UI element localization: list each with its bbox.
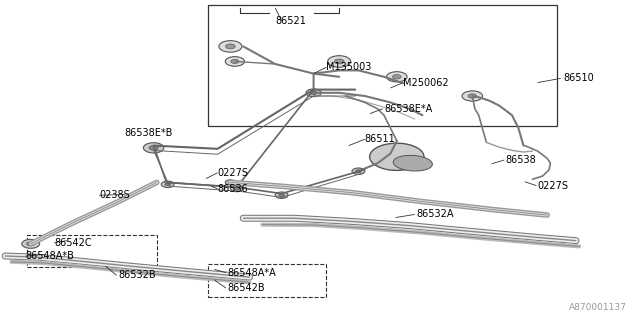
Text: M135003: M135003 [326, 62, 372, 72]
Circle shape [234, 187, 240, 190]
Circle shape [225, 180, 236, 185]
Circle shape [462, 91, 483, 101]
Text: 86532B: 86532B [118, 270, 156, 280]
Circle shape [387, 72, 407, 82]
Text: 86542B: 86542B [227, 283, 265, 293]
Text: 86510: 86510 [563, 73, 594, 84]
Circle shape [275, 192, 288, 198]
Circle shape [149, 146, 158, 150]
Circle shape [225, 44, 236, 49]
Circle shape [225, 57, 244, 66]
Circle shape [328, 56, 351, 67]
Circle shape [165, 183, 170, 186]
Text: 86521: 86521 [275, 16, 306, 26]
Circle shape [310, 91, 317, 94]
Circle shape [219, 41, 242, 52]
Circle shape [306, 89, 321, 97]
Circle shape [356, 170, 362, 172]
Text: 86542C: 86542C [54, 237, 92, 248]
Circle shape [352, 168, 365, 174]
Text: 86548A*A: 86548A*A [227, 268, 276, 278]
Circle shape [334, 59, 344, 64]
Circle shape [143, 143, 164, 153]
Text: 86511: 86511 [365, 134, 396, 144]
Ellipse shape [393, 155, 433, 171]
Circle shape [22, 239, 40, 248]
Bar [27, 235, 157, 267]
Circle shape [230, 185, 243, 192]
Text: M250062: M250062 [403, 78, 449, 88]
Text: A870001137: A870001137 [570, 303, 627, 312]
Circle shape [279, 194, 285, 196]
Bar [208, 264, 326, 297]
Text: 0227S: 0227S [218, 168, 248, 178]
Circle shape [27, 242, 35, 246]
Text: 86548A*B: 86548A*B [26, 251, 74, 261]
Text: 86538E*A: 86538E*A [384, 104, 432, 114]
Text: 0238S: 0238S [99, 190, 130, 200]
Ellipse shape [370, 143, 424, 170]
Text: 86532A: 86532A [416, 209, 454, 220]
Bar [208, 5, 557, 126]
Circle shape [228, 181, 233, 184]
Text: 86538: 86538 [506, 155, 536, 165]
Circle shape [392, 75, 401, 79]
Circle shape [468, 94, 477, 98]
Circle shape [231, 60, 239, 63]
Text: 86538E*B: 86538E*B [125, 128, 173, 138]
Circle shape [161, 181, 174, 188]
Text: 86536: 86536 [218, 184, 248, 194]
Text: 0227S: 0227S [538, 180, 568, 191]
